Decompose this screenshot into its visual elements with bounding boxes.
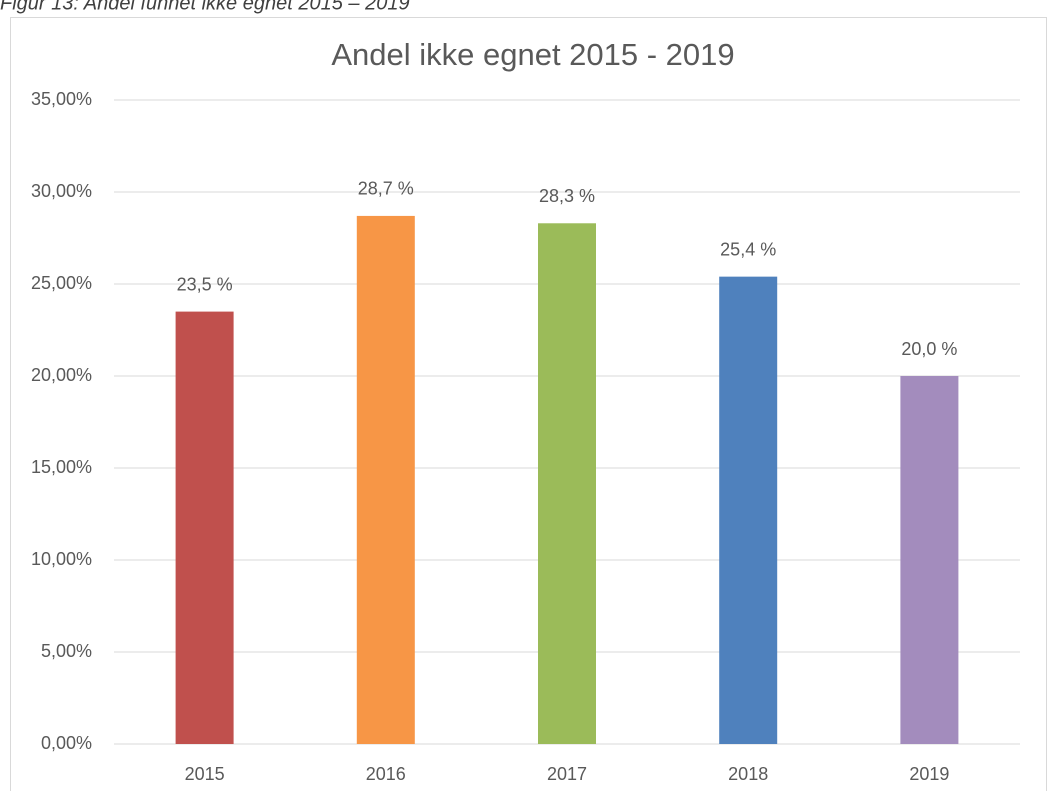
x-tick-label: 2017 — [547, 764, 587, 784]
y-tick-label: 15,00% — [31, 457, 92, 477]
data-label: 20,0 % — [901, 339, 957, 359]
chart-title: Andel ikke egnet 2015 - 2019 — [331, 37, 734, 72]
chart-border — [10, 17, 1047, 791]
x-tick-label: 2018 — [728, 764, 768, 784]
bar — [900, 376, 959, 744]
bar — [538, 223, 596, 744]
x-tick-label: 2019 — [909, 764, 949, 784]
data-label: 23,5 % — [177, 274, 233, 294]
bar — [175, 311, 234, 744]
y-tick-label: 0,00% — [41, 733, 92, 753]
y-tick-label: 25,00% — [31, 273, 92, 293]
x-tick-label: 2015 — [185, 764, 225, 784]
data-label: 25,4 % — [720, 239, 776, 259]
data-label: 28,7 % — [358, 179, 414, 199]
y-tick-label: 30,00% — [31, 181, 92, 201]
caption: Figur 13: Andel funnet ikke egnet 2015 –… — [0, 0, 410, 14]
y-tick-label: 10,00% — [31, 549, 92, 569]
x-tick-label: 2016 — [366, 764, 406, 784]
bar — [356, 215, 415, 745]
data-label: 28,3 % — [539, 186, 595, 206]
y-tick-label: 20,00% — [31, 365, 92, 385]
y-tick-label: 5,00% — [41, 641, 92, 661]
y-tick-label: 35,00% — [31, 89, 92, 109]
bar — [719, 276, 778, 744]
